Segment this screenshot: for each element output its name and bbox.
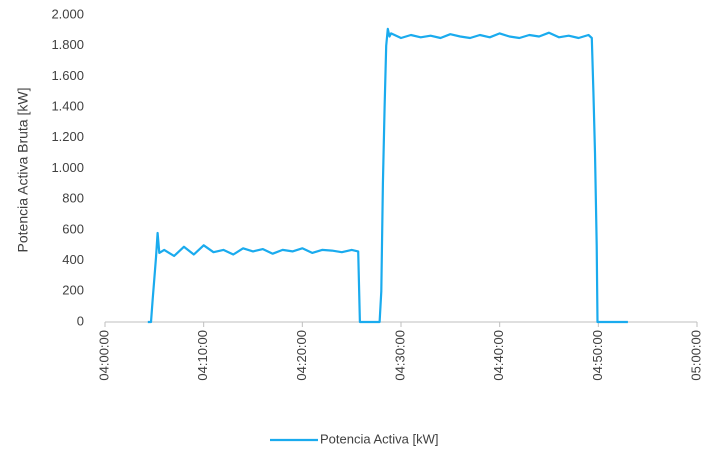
y-tick-label: 2.000 bbox=[51, 6, 84, 21]
x-tick-label: 04:10:00 bbox=[195, 330, 210, 381]
y-tick-label: 1.400 bbox=[51, 99, 84, 114]
x-tick-label: 04:30:00 bbox=[392, 330, 407, 381]
y-tick-label: 1.000 bbox=[51, 160, 84, 175]
y-tick-label: 800 bbox=[62, 191, 84, 206]
x-tick-label: 04:20:00 bbox=[294, 330, 309, 381]
y-tick-label: 1.600 bbox=[51, 68, 84, 83]
y-tick-label: 400 bbox=[62, 252, 84, 267]
data-line bbox=[147, 27, 628, 324]
y-axis-title: Potencia Activa Bruta [kW] bbox=[15, 88, 31, 253]
x-tick-label: 04:50:00 bbox=[590, 330, 605, 381]
legend-label: Potencia Activa [kW] bbox=[320, 431, 439, 446]
x-tick-label: 05:00:00 bbox=[688, 330, 703, 381]
x-tick-label: 04:40:00 bbox=[491, 330, 506, 381]
y-tick-label: 600 bbox=[62, 221, 84, 236]
y-tick-label: 1.800 bbox=[51, 37, 84, 52]
y-tick-label: 200 bbox=[62, 283, 84, 298]
y-tick-label: 1.200 bbox=[51, 129, 84, 144]
x-tick-label: 04:00:00 bbox=[96, 330, 111, 381]
y-tick-label: 0 bbox=[77, 313, 84, 328]
